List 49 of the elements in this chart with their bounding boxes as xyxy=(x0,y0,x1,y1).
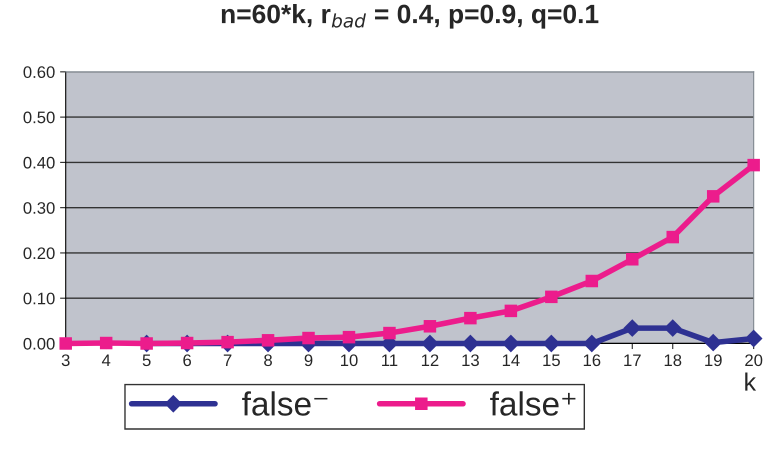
point xyxy=(626,253,639,266)
x-tick-label: 16 xyxy=(584,354,600,366)
x-tick-label: 14 xyxy=(502,354,520,366)
point xyxy=(744,330,763,348)
y-tick-label: 0.50 xyxy=(24,112,55,124)
x-tick-label: 20 xyxy=(745,354,762,366)
point xyxy=(424,320,436,333)
point xyxy=(464,312,477,324)
x-tick-label: 3 xyxy=(62,354,70,366)
chart-title: n=60*k, r$_{bad}$ = 0.4, p=0.9, q=0.1 xyxy=(222,4,598,29)
legend-label: false⁻ xyxy=(242,391,328,416)
point xyxy=(342,330,356,344)
x-tick-label: 13 xyxy=(462,354,479,366)
x-tick-label: 12 xyxy=(422,354,438,366)
y-tick-label: 0.20 xyxy=(24,247,55,260)
y-tick-label: 0.10 xyxy=(24,292,55,304)
point xyxy=(504,304,518,318)
x-tick-label: 17 xyxy=(624,354,641,366)
x-tick-label: 7 xyxy=(224,354,232,366)
y-tick-label: 0.40 xyxy=(24,156,55,169)
point xyxy=(100,336,112,350)
point xyxy=(704,334,722,352)
x-tick-label: 15 xyxy=(543,354,560,366)
x-axis-title: k xyxy=(745,372,756,391)
x-tick-label: 8 xyxy=(264,354,272,366)
point xyxy=(59,337,72,350)
x-tick-label: 10 xyxy=(340,354,358,366)
point xyxy=(586,274,598,288)
y-tick-label: 0.00 xyxy=(24,338,55,350)
x-tick-label: 4 xyxy=(102,354,110,366)
x-tick-label: 11 xyxy=(382,354,398,366)
point xyxy=(180,336,194,350)
point xyxy=(545,290,558,304)
legend-label: false⁺ xyxy=(490,391,576,416)
point xyxy=(302,332,315,344)
x-tick-label: 18 xyxy=(664,354,682,366)
x-tick-label: 5 xyxy=(142,354,151,366)
point xyxy=(706,190,720,203)
y-tick-label: 0.30 xyxy=(24,202,55,214)
point xyxy=(383,326,396,340)
y-tick-label: 0.60 xyxy=(24,66,55,78)
x-tick-label: 6 xyxy=(183,354,192,366)
point xyxy=(140,337,153,350)
x-tick-label: 9 xyxy=(304,354,312,366)
x-tick-label: 19 xyxy=(705,354,722,366)
point xyxy=(221,336,234,348)
point xyxy=(262,334,274,347)
point xyxy=(666,230,679,244)
point xyxy=(747,158,760,172)
